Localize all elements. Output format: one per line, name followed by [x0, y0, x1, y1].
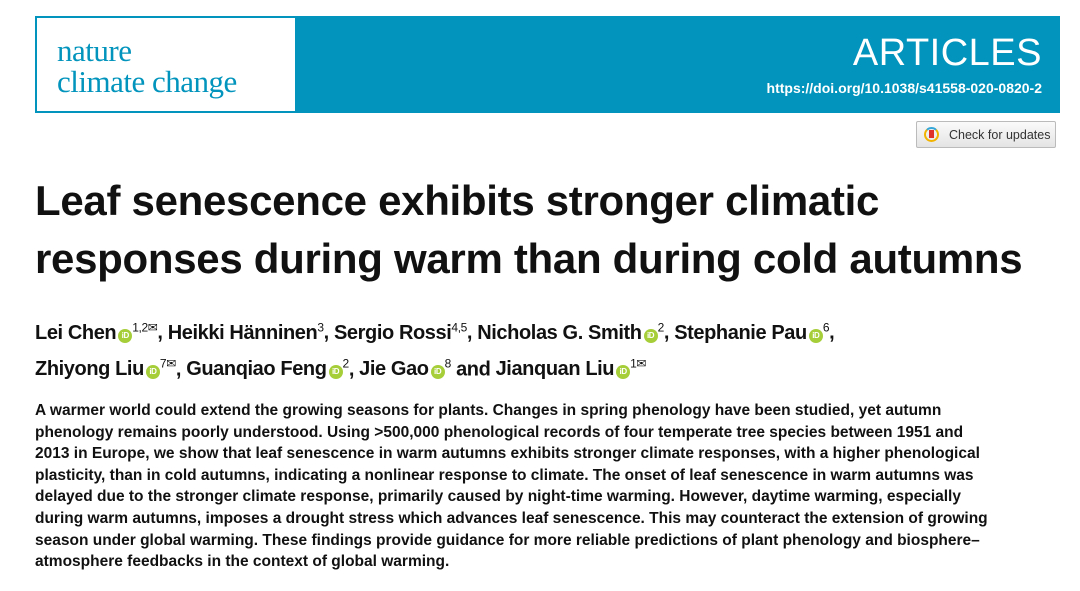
- author-separator: ,: [663, 321, 675, 344]
- author: Lei Chen iD1,2✉: [35, 320, 158, 344]
- title-line: Leaf senescence exhibits stronger climat…: [35, 177, 880, 224]
- abstract-line: season under global warming. These findi…: [35, 531, 980, 549]
- affiliation-number: 1: [630, 356, 637, 371]
- check-for-updates-button[interactable]: Check for updates: [916, 121, 1056, 148]
- crossmark-icon: [924, 127, 939, 142]
- author-name[interactable]: Lei Chen: [35, 321, 117, 344]
- journal-logo: nature climate change: [37, 18, 295, 111]
- affiliation-number: 2: [657, 320, 665, 334]
- orcid-icon[interactable]: iD: [616, 365, 631, 380]
- author: Guanqiao Feng iD2: [186, 356, 350, 381]
- author-list: Lei Chen iD1,2✉, Heikki Hänninen3, Sergio…: [35, 312, 835, 386]
- article-title: Leaf senescence exhibits stronger climat…: [35, 172, 1023, 288]
- orcid-icon[interactable]: iD: [430, 365, 445, 380]
- affiliation-number: 7: [159, 356, 167, 371]
- orcid-icon[interactable]: iD: [118, 328, 133, 343]
- abstract-line: during warm autumns, imposes a drought s…: [35, 509, 988, 527]
- author-name[interactable]: Stephanie Pau: [674, 321, 807, 344]
- abstract-line: 2013 in Europe, we show that leaf senesc…: [35, 445, 980, 463]
- author-name[interactable]: Nicholas G. Smith: [477, 321, 642, 344]
- author-separator: ,: [466, 321, 478, 344]
- envelope-icon[interactable]: ✉: [636, 356, 647, 371]
- abstract: A warmer world could extend the growing …: [35, 400, 1050, 573]
- orcid-icon[interactable]: iD: [808, 328, 823, 343]
- affiliation-number: 3: [317, 320, 324, 334]
- author-line: Lei Chen iD1,2✉, Heikki Hänninen3, Sergio…: [35, 312, 835, 349]
- logo-line-1: nature: [57, 33, 132, 68]
- author-separator: ,: [323, 321, 334, 344]
- author-separator: ,: [157, 321, 168, 344]
- author-name[interactable]: Heikki Hänninen: [167, 321, 318, 344]
- doi-link[interactable]: https://doi.org/10.1038/s41558-020-0820-…: [766, 80, 1042, 96]
- check-for-updates-label: Check for updates: [949, 128, 1051, 142]
- author: Zhiyong Liu iD7✉: [35, 356, 176, 381]
- title-line: responses during warm than during cold a…: [35, 235, 1023, 282]
- author: Jie Gao iD8: [359, 356, 452, 381]
- envelope-icon[interactable]: ✉: [166, 356, 176, 371]
- orcid-icon[interactable]: iD: [145, 365, 160, 380]
- author-separator: ,: [175, 358, 187, 381]
- affiliation-number: 8: [444, 356, 452, 371]
- affiliation-number: 2: [342, 356, 350, 371]
- orcid-icon[interactable]: iD: [643, 328, 658, 343]
- author-name[interactable]: Zhiyong Liu: [35, 358, 144, 381]
- section-label: ARTICLES: [852, 32, 1042, 74]
- author-line: Zhiyong Liu iD7✉, Guanqiao Feng iD2, Jie G…: [35, 349, 834, 386]
- affiliation-number: 6: [822, 320, 830, 334]
- author-separator: ,: [348, 358, 360, 381]
- author-name[interactable]: Jie Gao: [359, 358, 429, 381]
- abstract-line: atmosphere feedbacks in the context of g…: [35, 553, 450, 571]
- orcid-icon[interactable]: iD: [328, 365, 343, 380]
- author: Sergio Rossi4,5: [333, 320, 467, 344]
- journal-banner: nature climate change ARTICLES https://d…: [35, 16, 1060, 113]
- envelope-icon[interactable]: ✉: [147, 320, 158, 334]
- author: Heikki Hänninen3: [167, 320, 324, 344]
- abstract-line: A warmer world could extend the growing …: [35, 402, 942, 419]
- author: Nicholas G. Smith iD2: [477, 320, 665, 344]
- author-name[interactable]: Sergio Rossi: [333, 321, 452, 344]
- affiliation-number: 1,2: [132, 320, 148, 334]
- author-name[interactable]: Guanqiao Feng: [186, 358, 327, 381]
- logo-line-2: climate change: [57, 64, 237, 99]
- abstract-line: delayed due to the stronger climate resp…: [35, 488, 961, 506]
- author: Jianquan Liu iD1✉: [495, 356, 647, 381]
- author-separator: ,: [829, 321, 835, 344]
- affiliation-number: 4,5: [451, 320, 467, 334]
- author-separator: and: [450, 358, 496, 381]
- abstract-line: plasticity, than in cold autumns, indica…: [35, 466, 974, 484]
- abstract-line: phenology remains poorly understood. Usi…: [35, 423, 964, 441]
- author: Stephanie Pau iD6: [674, 320, 830, 344]
- author-name[interactable]: Jianquan Liu: [495, 358, 615, 381]
